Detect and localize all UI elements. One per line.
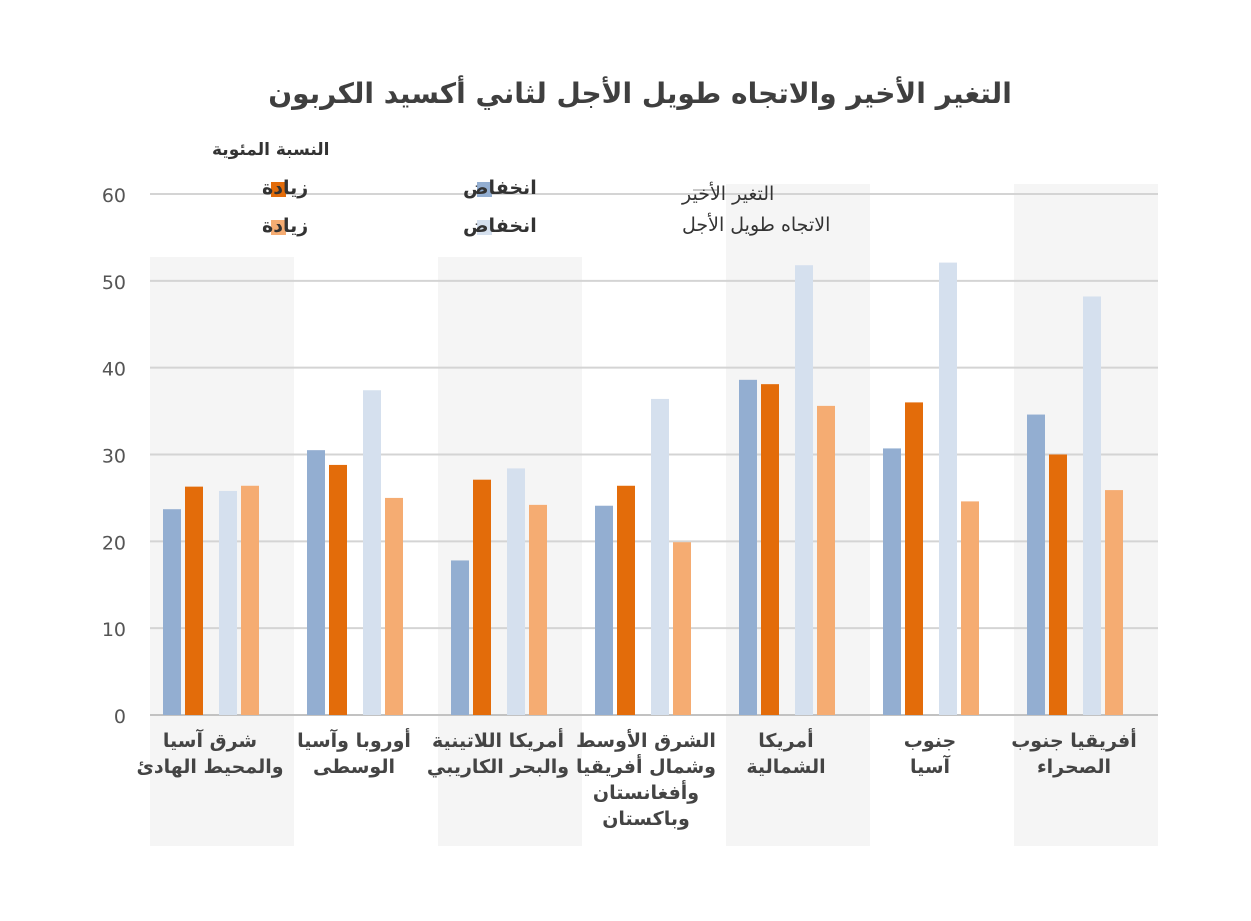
x-tick-label: الشمالية xyxy=(746,756,825,778)
x-tick-label: الشرق الأوسط xyxy=(576,729,716,752)
chart-title: التغير الأخير والاتجاه طويل الأجل لثاني … xyxy=(268,75,1012,110)
y-tick-label: 60 xyxy=(102,185,126,207)
y-tick-label: 20 xyxy=(102,532,126,554)
bar xyxy=(905,402,923,715)
legend: التغير الأخير الاتجاه طويل الأجل انخفاض … xyxy=(262,177,830,237)
legend-label-recent-increase: زيادة xyxy=(262,177,308,199)
x-tick-label: الوسطى xyxy=(313,756,395,778)
bar xyxy=(817,405,835,715)
y-tick-label: 50 xyxy=(102,272,126,294)
bar xyxy=(1049,454,1067,715)
bar xyxy=(163,509,181,715)
legend-swatch-long-decrease xyxy=(477,220,492,235)
legend-swatch-long-increase xyxy=(271,220,286,235)
x-tick-label: أمريكا اللاتينية xyxy=(432,728,564,752)
bar xyxy=(385,497,403,715)
x-tick-label: الصحراء xyxy=(1037,756,1111,778)
bar xyxy=(1105,490,1123,715)
y-axis-label: النسبة المئوية xyxy=(212,140,330,160)
bar xyxy=(529,504,547,715)
bar xyxy=(595,505,613,715)
legend-label-long-increase: زيادة xyxy=(262,215,308,237)
bar xyxy=(939,262,957,715)
x-tick-label: شرق آسيا xyxy=(163,728,257,752)
legend-row-label-recent: التغير الأخير xyxy=(681,182,774,205)
legend-swatch-recent-decrease xyxy=(477,182,492,197)
legend-label-long-decrease: انخفاض xyxy=(463,215,537,237)
bar xyxy=(185,486,203,715)
bar xyxy=(795,265,813,715)
y-tick-label: 0 xyxy=(114,706,126,728)
x-tick-label: أمريكا xyxy=(758,728,813,752)
bar xyxy=(761,384,779,715)
x-tick-label: وشمال أفريقيا xyxy=(576,754,716,778)
x-tick-label: وأفغانستان xyxy=(593,780,699,804)
bar xyxy=(1083,296,1101,715)
y-tick-label: 10 xyxy=(102,619,126,641)
bar xyxy=(673,542,691,715)
bar xyxy=(961,501,979,715)
bar xyxy=(883,448,901,715)
x-tick-label: والبحر الكاريبي xyxy=(427,756,569,778)
x-tick-label: وباكستان xyxy=(602,808,690,830)
y-tick-label: 30 xyxy=(102,446,126,468)
y-tick-label: 40 xyxy=(102,359,126,381)
x-tick-label: والمحيط الهادئ xyxy=(136,756,283,778)
bar xyxy=(617,485,635,715)
x-tick-label: أفريقيا جنوب xyxy=(1011,728,1137,752)
x-tick-label: جنوب xyxy=(904,730,956,752)
legend-swatch-recent-increase xyxy=(271,182,286,197)
bar xyxy=(329,464,347,715)
bar xyxy=(241,485,259,715)
bar xyxy=(651,398,669,715)
x-tick-label: أوروبا وآسيا xyxy=(297,728,411,752)
bar xyxy=(451,560,469,715)
bar xyxy=(363,390,381,715)
bar xyxy=(1027,414,1045,715)
bar xyxy=(473,479,491,715)
bar xyxy=(307,450,325,715)
bar xyxy=(507,468,525,715)
legend-label-recent-decrease: انخفاض xyxy=(463,177,537,199)
legend-row-label-long-term: الاتجاه طويل الأجل xyxy=(682,213,830,236)
x-tick-label: آسيا xyxy=(910,754,951,778)
bar xyxy=(219,490,237,715)
bar xyxy=(739,379,757,715)
